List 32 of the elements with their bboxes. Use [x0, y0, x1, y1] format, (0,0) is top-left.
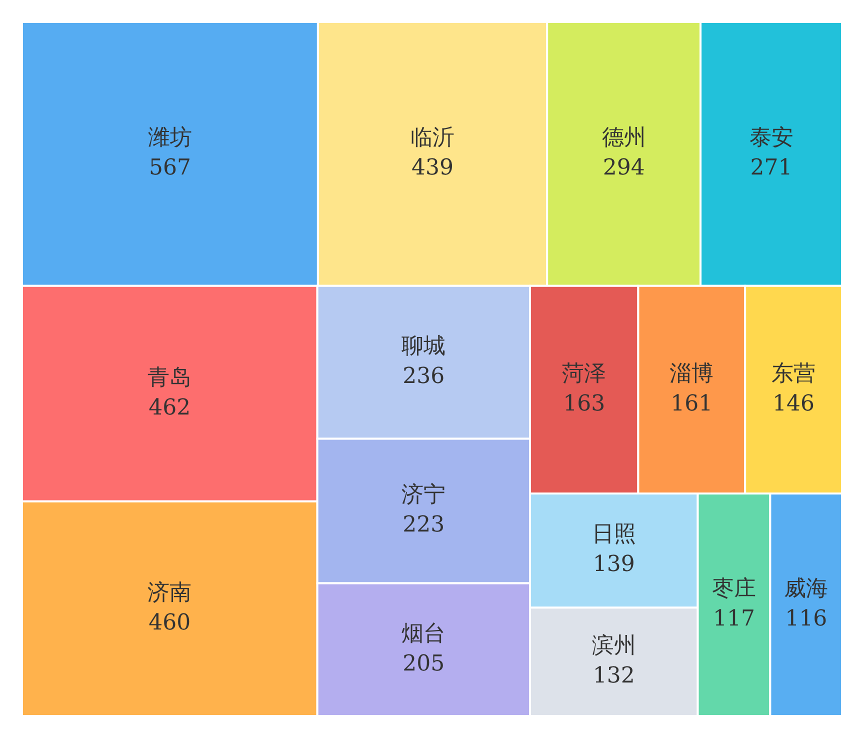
data-label: 205 [402, 651, 445, 676]
data-label: 462 [148, 395, 191, 420]
data-label: 161 [670, 391, 713, 416]
category-label: 泰安 [749, 126, 794, 151]
category-label: 聊城 [402, 334, 446, 360]
category-label: 烟台 [402, 621, 446, 646]
category-label: 威海 [784, 576, 828, 602]
data-label: 116 [785, 606, 828, 632]
data-label: 117 [712, 606, 755, 632]
data-label: 439 [412, 156, 454, 181]
data-label: 236 [402, 364, 445, 390]
data-label: 294 [602, 156, 645, 181]
data-label: 132 [592, 664, 635, 689]
data-label: 223 [402, 512, 445, 538]
category-label: 济南 [148, 580, 192, 606]
category-label: 济宁 [402, 482, 446, 508]
category-label: 临沂 [410, 126, 455, 151]
category-label: 东营 [772, 361, 816, 386]
category-label: 枣庄 [712, 576, 756, 602]
category-label: 德州 [602, 126, 646, 151]
data-label: 460 [148, 610, 191, 636]
category-label: 滨州 [592, 634, 636, 659]
category-label: 青岛 [148, 365, 192, 390]
category-label: 菏泽 [562, 361, 606, 386]
category-label: 日照 [592, 522, 636, 548]
data-label: 146 [772, 391, 815, 416]
data-label: 163 [563, 391, 606, 416]
data-label: 139 [592, 552, 635, 578]
data-label: 271 [750, 156, 792, 181]
category-label: 淄博 [670, 361, 714, 386]
data-label: 567 [148, 156, 191, 181]
category-label: 潍坊 [148, 126, 192, 151]
